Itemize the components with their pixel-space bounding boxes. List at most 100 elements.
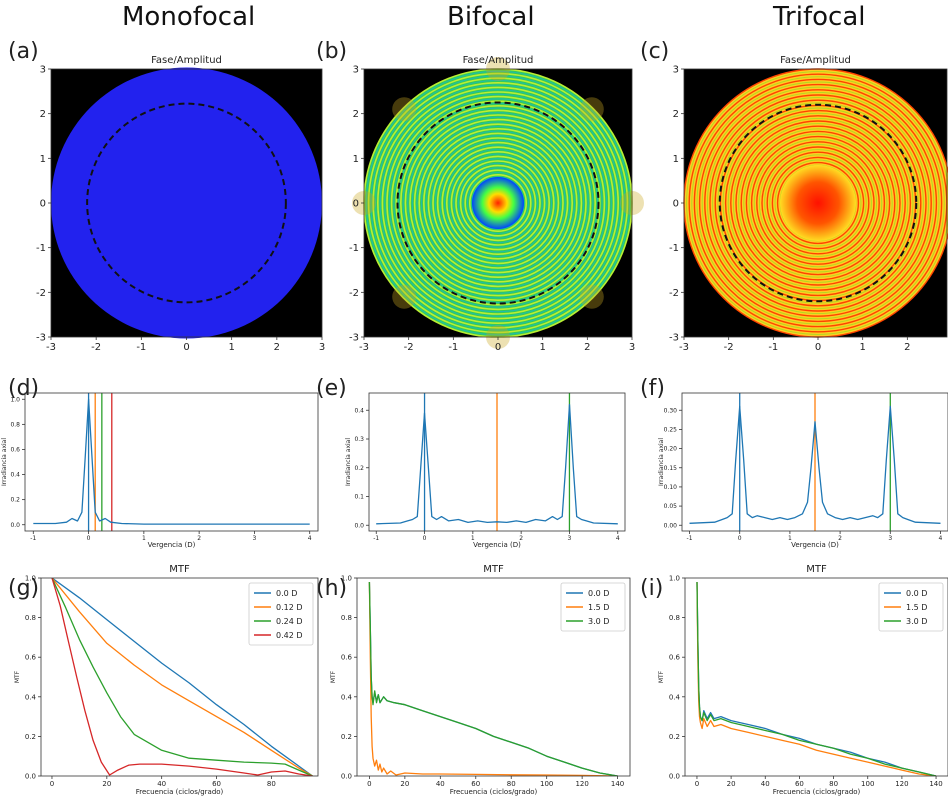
diffractive-ring-c <box>766 151 870 255</box>
x-axis-label-g: Frecuencia (ciclos/grado) <box>136 788 224 796</box>
x-tick-label-h: 0 <box>367 780 371 788</box>
y-tick-label-h: 0.8 <box>341 614 352 622</box>
diffractive-ring-c <box>753 138 883 268</box>
aliasing-spot-b <box>579 97 604 122</box>
column-title-trifocal: Trifocal <box>773 2 866 32</box>
axes-frame-i <box>684 577 948 777</box>
x-tick-label-c: -3 <box>679 342 689 353</box>
y-tick-label-c: -3 <box>669 333 679 344</box>
x-tick-label-f: 2 <box>838 535 842 542</box>
panel-letter-d: (d) <box>8 376 39 401</box>
panel-letter-c: (c) <box>640 39 669 64</box>
chart-title-c: Fase/Amplitud <box>780 55 851 66</box>
y-tick-label-i: 0.6 <box>669 654 681 662</box>
diffractive-ring-c <box>771 156 865 250</box>
diffractive-ring-b <box>372 77 624 329</box>
x-tick-label-i: 40 <box>761 780 770 788</box>
diffractive-ring-b <box>443 148 553 258</box>
y-tick-label-c: 0 <box>673 199 679 210</box>
diffractive-ring-b <box>407 112 589 294</box>
y-tick-label-d: 0.4 <box>10 472 20 479</box>
panel-letter-i: (i) <box>640 576 663 601</box>
diffractive-ring-b <box>436 141 560 265</box>
diffractive-ring-c <box>743 128 893 278</box>
x-tick-label-a: 1 <box>228 342 234 353</box>
diffractive-ring-c <box>686 71 948 335</box>
diffractive-ring-b <box>466 171 530 235</box>
plot-area-h <box>368 581 618 776</box>
diffractive-ring-b <box>455 160 541 246</box>
diffractive-ring-b <box>462 167 534 239</box>
y-tick-label-b: -1 <box>349 243 359 254</box>
legend-label-i: 0.0 D <box>906 589 927 598</box>
axes-frame-h <box>356 577 631 777</box>
diffractive-ring-c <box>704 89 932 317</box>
panel-letter-f: (f) <box>640 376 665 401</box>
x-tick-label-b: 2 <box>584 342 590 353</box>
x-tick-label-b: -2 <box>404 342 414 353</box>
y-tick-label-f: 0.15 <box>664 465 678 472</box>
column-title-monofocal: Monofocal <box>122 2 256 32</box>
diffractive-ring-b <box>464 169 532 237</box>
diffractive-ring-b <box>453 158 543 248</box>
y-tick-label-a: 1 <box>40 154 46 165</box>
series-line-g-00D <box>51 578 313 776</box>
x-tick-label-e: 2 <box>519 535 523 542</box>
diffractive-ring-b <box>422 128 573 278</box>
diffractive-ring-c <box>696 81 940 325</box>
diffractive-ring-c <box>717 102 919 304</box>
diffractive-ring-c <box>691 76 945 330</box>
y-tick-label-g: 0.6 <box>25 654 37 662</box>
y-tick-label-e: 0.0 <box>354 522 364 529</box>
legend-label-h: 0.0 D <box>588 589 609 598</box>
series-line-i-15D <box>696 581 937 776</box>
x-tick-label-d: -1 <box>30 535 36 542</box>
diffractive-ring-b <box>402 107 594 299</box>
axes-frame-g <box>40 577 319 777</box>
diffractive-ring-c <box>764 149 872 257</box>
x-tick-label-i: 0 <box>695 780 699 788</box>
y-tick-label-f: 0.25 <box>664 427 678 434</box>
x-tick-label-a: -3 <box>46 342 56 353</box>
legend-label-g: 0.12 D <box>276 603 303 612</box>
x-tick-label-i: 100 <box>861 780 874 788</box>
y-tick-label-a: -3 <box>36 333 46 344</box>
diffractive-ring-c <box>758 143 878 263</box>
diffractive-ring-b <box>427 132 569 274</box>
y-axis-label-g: MTF <box>14 670 21 683</box>
x-tick-label-g: 80 <box>267 780 276 788</box>
y-tick-label-g: 0.4 <box>25 693 37 701</box>
legend-label-g: 0.0 D <box>276 589 297 598</box>
x-tick-label-g: 20 <box>102 780 111 788</box>
y-tick-label-a: 2 <box>40 109 46 120</box>
pupil-disk-a <box>51 67 322 339</box>
y-tick-label-a: -1 <box>36 243 46 254</box>
diffractive-ring-b <box>374 79 622 327</box>
x-tick-label-i: 80 <box>829 780 838 788</box>
x-tick-label-c: 1 <box>859 342 865 353</box>
legend-label-g: 0.42 D <box>276 631 303 640</box>
series-line-e-0 <box>376 403 618 525</box>
series-line-g-042D <box>51 578 313 776</box>
diffractive-ring-b <box>425 130 571 276</box>
y-axis-label-h: MTF <box>330 670 337 683</box>
diffractive-ring-b <box>395 100 601 306</box>
x-tick-label-d: 2 <box>197 535 201 542</box>
plot-area-e <box>376 393 618 531</box>
y-tick-label-b: -3 <box>349 333 359 344</box>
y-tick-label-h: 0.4 <box>341 693 353 701</box>
x-tick-label-f: 3 <box>888 535 892 542</box>
y-tick-label-c: 1 <box>673 154 679 165</box>
aliasing-spot-b <box>392 97 417 122</box>
x-tick-label-i: 60 <box>795 780 804 788</box>
panel-letter-b: (b) <box>316 39 347 64</box>
diffractive-ring-b <box>386 91 610 315</box>
pupil-map-c <box>683 68 948 338</box>
diffractive-ring-b <box>430 135 566 271</box>
x-axis-label-e: Vergencia (D) <box>473 541 521 549</box>
x-axis-label-h: Frecuencia (ciclos/grado) <box>450 788 538 796</box>
y-tick-label-i: 0.2 <box>669 733 680 741</box>
diffractive-ring-b <box>388 93 608 313</box>
diffractive-ring-c <box>738 123 898 283</box>
